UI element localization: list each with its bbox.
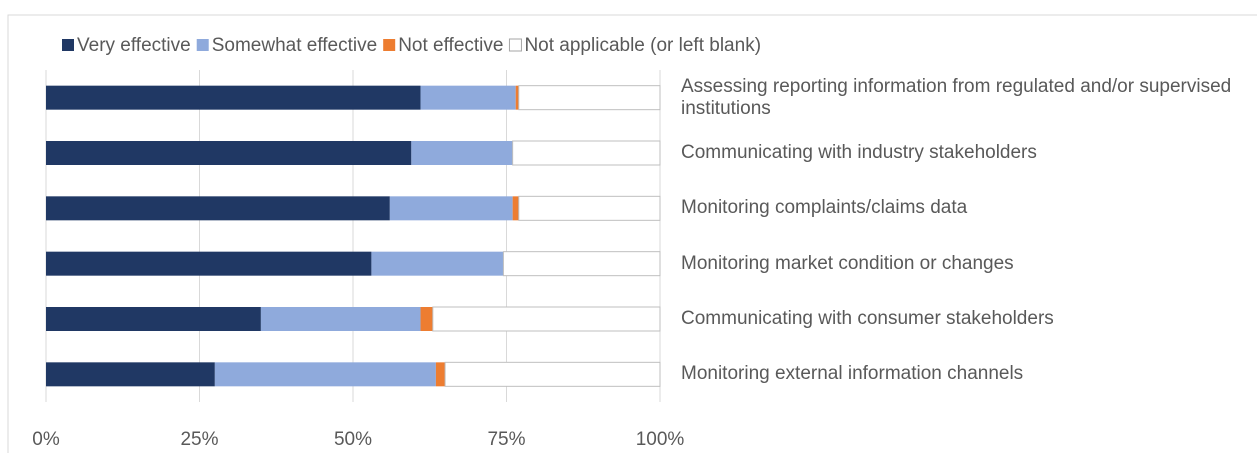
category-label: Monitoring market condition or changes bbox=[681, 252, 1014, 274]
bar-segment bbox=[515, 85, 519, 110]
category-label: Assessing reporting information from reg… bbox=[681, 75, 1232, 119]
category-label: Monitoring complaints/claims data bbox=[681, 197, 968, 219]
category-label: Communicating with industry stakeholders bbox=[681, 142, 1037, 163]
bar-segment bbox=[432, 306, 661, 332]
bar-segment bbox=[46, 196, 390, 221]
bar-segment bbox=[389, 196, 513, 221]
legend-label: Not effective bbox=[398, 35, 503, 56]
bar-segment bbox=[214, 362, 436, 387]
legend-swatch bbox=[383, 39, 396, 51]
category-label: Communicating with consumer stakeholders bbox=[681, 308, 1054, 329]
bar-segment bbox=[260, 307, 421, 331]
bar-segment bbox=[512, 196, 519, 221]
bar-segment bbox=[420, 85, 516, 110]
bar-segment bbox=[512, 140, 661, 166]
legend-swatch bbox=[62, 39, 74, 51]
bar-segment bbox=[420, 307, 433, 331]
category-label: Monitoring external information channels bbox=[681, 363, 1024, 385]
bar-segment bbox=[518, 85, 661, 111]
legend-label: Somewhat effective bbox=[212, 35, 377, 56]
bar-segment bbox=[518, 195, 661, 221]
bar-segment bbox=[371, 251, 504, 276]
x-tick-label: 50% bbox=[334, 429, 372, 450]
legend-swatch bbox=[508, 38, 522, 52]
legend-label: Very effective bbox=[77, 35, 191, 56]
bar-segment bbox=[502, 251, 661, 277]
bar-segment bbox=[46, 85, 421, 110]
bar-segment bbox=[46, 362, 215, 387]
legend-swatch bbox=[196, 39, 209, 51]
legend-label: Not applicable (or left blank) bbox=[524, 35, 761, 56]
bar-segment bbox=[46, 307, 261, 331]
bar-segment bbox=[444, 361, 661, 387]
x-tick-label: 0% bbox=[32, 429, 60, 450]
bar-segment bbox=[46, 141, 412, 165]
bar-segment bbox=[435, 362, 446, 387]
x-tick-label: 100% bbox=[636, 429, 685, 450]
x-tick-label: 75% bbox=[487, 429, 525, 450]
frame bbox=[7, 14, 1257, 453]
x-tick-label: 25% bbox=[180, 429, 218, 450]
bar-segment bbox=[46, 251, 372, 276]
bar-segment bbox=[411, 141, 513, 165]
